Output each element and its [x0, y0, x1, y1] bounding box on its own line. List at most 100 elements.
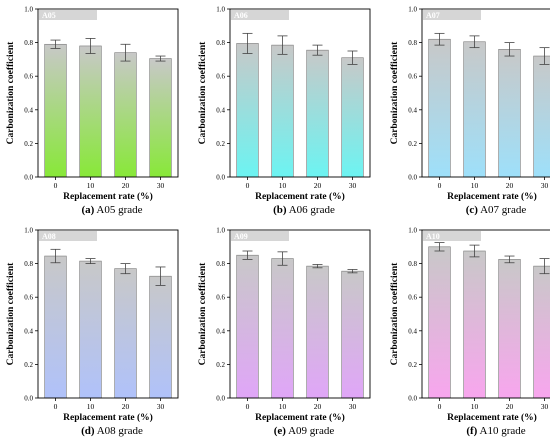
y-tick-label: 1.0: [216, 6, 225, 14]
caption-letter: (b): [273, 204, 287, 216]
x-tick-label: 10: [471, 402, 479, 411]
bar-20: [306, 49, 329, 178]
x-tick-label: 0: [54, 402, 58, 411]
bar-20: [306, 265, 329, 399]
x-axis-title: Replacement rate (%): [447, 191, 537, 202]
caption-text: A10 grade: [477, 425, 525, 437]
panel-caption: (e) A09 grade: [274, 425, 335, 437]
y-tick-label: 0.0: [216, 174, 225, 182]
x-tick-label: 20: [314, 402, 322, 411]
caption-text: A07 grade: [478, 204, 526, 216]
chart-panel-a10: 0 10 20 30 0.0 0.2 0.4 0.6 0.8 1.0 A10 Replacement …: [390, 227, 550, 437]
y-tick-label: 0.6: [216, 294, 225, 302]
x-tick-label: 20: [506, 402, 514, 411]
y-tick-label: 0.0: [24, 174, 33, 182]
y-tick-label: 0.2: [24, 361, 33, 369]
x-tick-label: 10: [471, 181, 479, 190]
y-tick-label: 0.6: [24, 73, 33, 81]
bar-0: [44, 43, 67, 178]
y-tick-label: 0.2: [408, 361, 417, 369]
grade-label-box: [423, 231, 481, 241]
panel-caption: (f) A10 grade: [466, 425, 525, 437]
x-tick-label: 30: [541, 181, 549, 190]
panel-caption: (c) A07 grade: [466, 204, 527, 216]
bar-20: [498, 259, 521, 399]
x-tick-label: 30: [157, 402, 165, 411]
grade-label-box: [39, 231, 97, 241]
grade-label: A05: [42, 11, 56, 20]
x-axis-title: Replacement rate (%): [63, 191, 153, 202]
plot-frame: [229, 229, 371, 399]
y-tick-label: 1.0: [216, 227, 225, 235]
panel-caption: (d) A08 grade: [81, 425, 143, 437]
y-tick-label: 0.6: [24, 294, 33, 302]
grade-label: A07: [426, 11, 440, 20]
y-tick-label: 0.4: [216, 327, 225, 335]
x-axis-title: Replacement rate (%): [447, 412, 537, 423]
grade-label-box: [39, 10, 97, 20]
chart-panel-a09: 0 10 20 30 0.0 0.2 0.4 0.6 0.8 1.0 A09 Replacement …: [198, 227, 371, 437]
grade-label-box: [423, 10, 481, 20]
chart-panel-a05: 0 10 20 30 0.0 0.2 0.4 0.6 0.8 1.0 A05 Replacement …: [6, 6, 179, 216]
caption-text: A06 grade: [287, 204, 335, 216]
x-tick-label: 20: [122, 402, 130, 411]
y-tick-label: 0.6: [216, 73, 225, 81]
grade-label: A10: [426, 232, 440, 241]
plot-frame: [229, 8, 371, 178]
panel-caption: (a) A05 grade: [81, 204, 142, 216]
y-tick-label: 0.8: [24, 260, 33, 268]
bar-30: [341, 270, 364, 399]
y-tick-label: 0.8: [216, 260, 225, 268]
plot-frame: [37, 8, 179, 178]
bar-0: [428, 246, 451, 399]
grade-label-box: [231, 10, 289, 20]
x-axis-title: Replacement rate (%): [63, 412, 153, 423]
x-tick-label: 0: [246, 402, 250, 411]
y-tick-label: 0.8: [408, 39, 417, 47]
x-tick-label: 10: [279, 181, 287, 190]
y-tick-label: 1.0: [408, 227, 417, 235]
y-tick-label: 0.4: [216, 106, 225, 114]
x-tick-label: 0: [438, 402, 442, 411]
caption-text: A09 grade: [286, 425, 334, 437]
y-tick-label: 0.4: [408, 327, 417, 335]
y-axis-title: Carbonization coefficient: [6, 262, 16, 365]
y-tick-label: 0.0: [24, 395, 33, 403]
y-axis-title: Carbonization coefficient: [198, 262, 208, 365]
grade-label: A08: [42, 232, 56, 241]
bar-0: [428, 38, 451, 178]
bar-20: [114, 268, 137, 399]
y-tick-label: 0.8: [24, 39, 33, 47]
panel-caption: (b) A06 grade: [273, 204, 335, 216]
x-axis-title: Replacement rate (%): [255, 412, 345, 423]
plot-frame: [421, 8, 550, 178]
bar-30: [149, 58, 172, 178]
y-tick-label: 1.0: [24, 6, 33, 14]
bar-20: [498, 49, 521, 178]
y-tick-label: 0.8: [216, 39, 225, 47]
x-tick-label: 10: [87, 402, 95, 411]
y-axis-title: Carbonization coefficient: [198, 41, 208, 144]
y-tick-label: 0.4: [24, 106, 33, 114]
y-tick-label: 0.2: [24, 140, 33, 148]
bar-0: [236, 43, 259, 178]
y-axis-title: Carbonization coefficient: [390, 262, 400, 365]
y-tick-label: 0.6: [408, 73, 417, 81]
caption-letter: (c): [466, 204, 479, 216]
y-tick-label: 0.2: [216, 140, 225, 148]
bar-0: [44, 255, 67, 399]
y-tick-label: 0.0: [408, 174, 417, 182]
bar-30: [149, 275, 172, 399]
y-tick-label: 0.8: [408, 260, 417, 268]
bar-10: [79, 45, 102, 178]
chart-panel-a08: 0 10 20 30 0.0 0.2 0.4 0.6 0.8 1.0 A08 Replacement …: [6, 227, 179, 437]
bar-10: [463, 41, 486, 178]
x-tick-label: 30: [349, 402, 357, 411]
y-tick-label: 1.0: [24, 227, 33, 235]
y-tick-label: 0.2: [408, 140, 417, 148]
bar-20: [114, 52, 137, 178]
caption-letter: (f): [466, 425, 477, 437]
y-tick-label: 0.6: [408, 294, 417, 302]
y-tick-label: 0.4: [408, 106, 417, 114]
